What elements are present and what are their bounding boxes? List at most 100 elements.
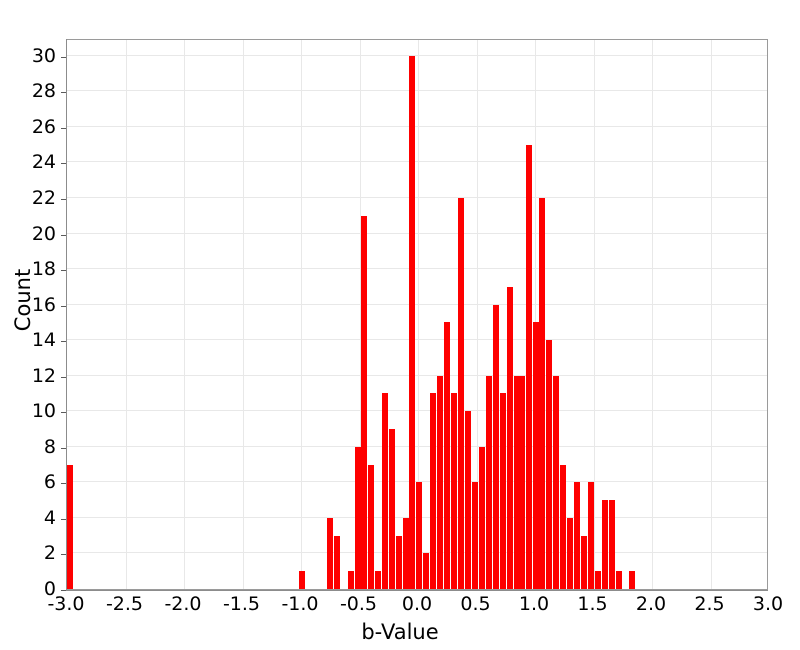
histogram-bar [472,482,478,589]
histogram-bar [299,571,305,589]
histogram-bar [616,571,622,589]
histogram-bar [581,535,587,589]
y-tick-label: 18 [31,258,56,281]
y-tick-label: 8 [43,435,56,458]
y-axis-label: Count [11,268,35,332]
y-tick-mark [61,447,66,449]
histogram-bar [396,535,402,589]
x-tick-label: 3.0 [752,593,784,615]
gridline-horizontal [67,161,767,163]
histogram-bar [355,446,361,589]
histogram-bar [423,553,429,589]
histogram-bar [629,571,635,589]
histogram-bar [416,482,422,589]
gridline-horizontal [67,268,767,270]
histogram-bar [465,411,471,589]
gridline-horizontal [67,445,767,447]
histogram-bar [409,55,415,589]
y-tick-label: 2 [43,542,56,565]
y-tick-mark [61,127,66,129]
y-tick-label: 10 [31,400,56,423]
x-tick-label: -1.5 [222,593,261,615]
x-tick-label: -3.0 [47,593,85,615]
histogram-bar [560,464,566,589]
histogram-bar [546,340,552,589]
histogram-bar [327,517,333,589]
histogram-bar [375,571,381,589]
x-tick-label: 2.0 [635,593,667,615]
histogram-bar [479,446,485,589]
y-tick-label: 30 [31,44,56,67]
x-axis-line [66,590,768,591]
histogram-bar [567,517,573,589]
gridline-horizontal [67,196,767,198]
gridline-horizontal [67,410,767,412]
gridline-vertical [477,40,478,589]
histogram-bar [539,197,545,589]
histogram-bar [67,464,73,589]
x-tick-label: -2.5 [105,593,144,615]
gridline-horizontal [67,481,767,483]
plot-area [66,39,768,590]
histogram-bar [609,500,615,589]
gridline-vertical [126,40,127,589]
histogram-bar [553,375,559,589]
histogram-bar [595,571,601,589]
histogram-bar [451,393,457,589]
gridline-horizontal [67,374,767,376]
x-tick-label: 0.0 [401,593,433,615]
histogram-bar [430,393,436,589]
gridline-horizontal [67,232,767,234]
histogram-bar [403,517,409,589]
histogram-bar [526,144,532,589]
gridline-horizontal [67,125,767,127]
gridline-vertical [652,40,653,589]
histogram-bar [486,375,492,589]
histogram-bar [519,375,525,589]
gridline-vertical [184,40,185,589]
x-tick-label: -2.0 [164,593,202,615]
histogram-bar [368,464,374,589]
y-tick-mark [61,305,66,307]
x-tick-label: -1.0 [281,593,319,615]
histogram-bar [348,571,354,589]
histogram-bar [507,286,513,589]
gridline-vertical [301,40,302,589]
y-tick-mark [61,198,66,200]
histogram-bar [437,375,443,589]
histogram-bar [574,482,580,589]
y-tick-label: 4 [43,506,56,529]
x-tick-label: 2.5 [694,593,725,615]
y-tick-label: 20 [31,222,56,245]
y-tick-label: 6 [43,471,56,494]
histogram-bar [444,322,450,589]
histogram-bar [602,500,608,589]
y-tick-mark [61,163,66,165]
y-tick-label: 16 [31,293,56,316]
gridline-horizontal [67,90,767,92]
x-axis-label: b-Value [361,620,439,644]
x-tick-label: -0.5 [339,593,378,615]
y-tick-mark [61,56,66,58]
histogram-bar [500,393,506,589]
histogram-bar [514,375,520,589]
y-tick-mark [61,412,66,414]
y-tick-label: 24 [31,151,56,174]
y-tick-mark [61,92,66,94]
y-tick-mark [61,270,66,272]
y-axis-line [66,39,67,590]
histogram-bar [382,393,388,589]
y-tick-label: 28 [31,80,56,103]
gridline-vertical [360,40,361,589]
y-tick-mark [61,234,66,236]
y-tick-mark [61,554,66,556]
gridline-horizontal [67,54,767,56]
gridline-vertical [418,40,419,589]
y-tick-label: 22 [31,186,56,209]
gridline-horizontal [67,303,767,305]
gridline-vertical [243,40,244,589]
histogram-bar [458,197,464,589]
histogram-bar [493,304,499,589]
x-tick-label: 0.5 [460,593,491,615]
x-tick-label: 1.5 [577,593,608,615]
